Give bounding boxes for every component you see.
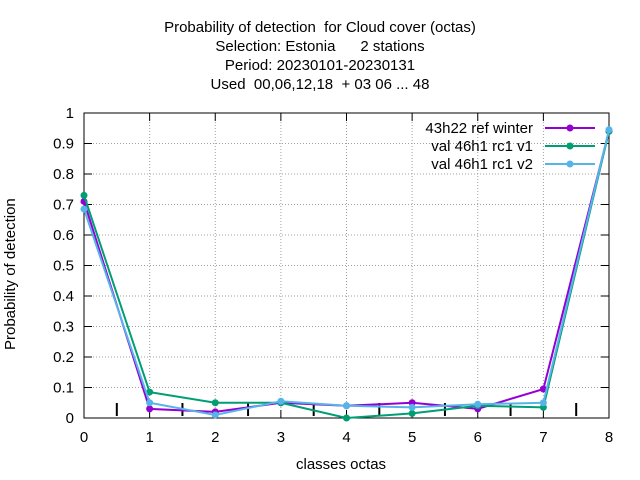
y-tick-label: 0.3 bbox=[53, 319, 74, 336]
y-tick-label: 0.7 bbox=[53, 197, 74, 214]
data-point bbox=[605, 126, 613, 134]
data-point bbox=[408, 409, 416, 417]
y-tick-label: 0.2 bbox=[53, 349, 74, 366]
data-point bbox=[211, 399, 219, 407]
data-point bbox=[539, 385, 547, 393]
legend-swatch-point bbox=[566, 160, 574, 168]
y-tick-label: 0.6 bbox=[53, 227, 74, 244]
data-point bbox=[474, 400, 482, 408]
legend-label: val 46h1 rc1 v2 bbox=[431, 156, 533, 173]
data-point bbox=[146, 388, 154, 396]
y-axis-label: Probability of detection bbox=[2, 198, 19, 350]
legend-swatch-point bbox=[566, 124, 574, 132]
legend-label: val 46h1 rc1 v1 bbox=[431, 138, 533, 155]
y-tick-label: 0 bbox=[66, 410, 74, 427]
legend-swatch-point bbox=[566, 142, 574, 150]
data-point bbox=[211, 411, 219, 419]
data-point bbox=[343, 402, 350, 410]
y-tick-label: 0.1 bbox=[53, 380, 74, 397]
legend-label: 43h22 ref winter bbox=[425, 120, 533, 137]
data-point bbox=[277, 397, 285, 405]
y-tick-label: 0.4 bbox=[53, 288, 74, 305]
chart-title-line-3: Period: 20230101-20230131 bbox=[224, 57, 416, 74]
data-point bbox=[146, 399, 154, 407]
chart-title-line-2: Selection: Estonia 2 stations bbox=[215, 38, 425, 55]
chart-title-line-4: Used 00,06,12,18 + 03 06 ... 48 bbox=[210, 76, 430, 93]
x-tick-label: 0 bbox=[80, 429, 88, 446]
x-tick-label: 7 bbox=[539, 429, 547, 446]
data-point bbox=[146, 405, 154, 413]
x-tick-label: 5 bbox=[408, 429, 416, 446]
x-axis-label: classes octas bbox=[296, 456, 387, 473]
data-point bbox=[80, 205, 88, 213]
chart-title-line-1: Probability of detection for Cloud cover… bbox=[164, 19, 476, 36]
data-point bbox=[80, 191, 88, 199]
x-tick-label: 8 bbox=[605, 429, 613, 446]
x-tick-label: 4 bbox=[342, 429, 350, 446]
y-tick-label: 0.5 bbox=[53, 258, 74, 275]
data-point bbox=[539, 399, 547, 407]
x-tick-label: 3 bbox=[277, 429, 285, 446]
data-point bbox=[343, 414, 350, 422]
x-tick-label: 1 bbox=[145, 429, 153, 446]
y-tick-label: 0.8 bbox=[53, 166, 74, 183]
y-tick-label: 1 bbox=[66, 105, 74, 122]
x-tick-label: 2 bbox=[211, 429, 219, 446]
y-tick-label: 0.9 bbox=[53, 136, 74, 153]
x-tick-label: 6 bbox=[474, 429, 482, 446]
data-point bbox=[408, 403, 416, 411]
